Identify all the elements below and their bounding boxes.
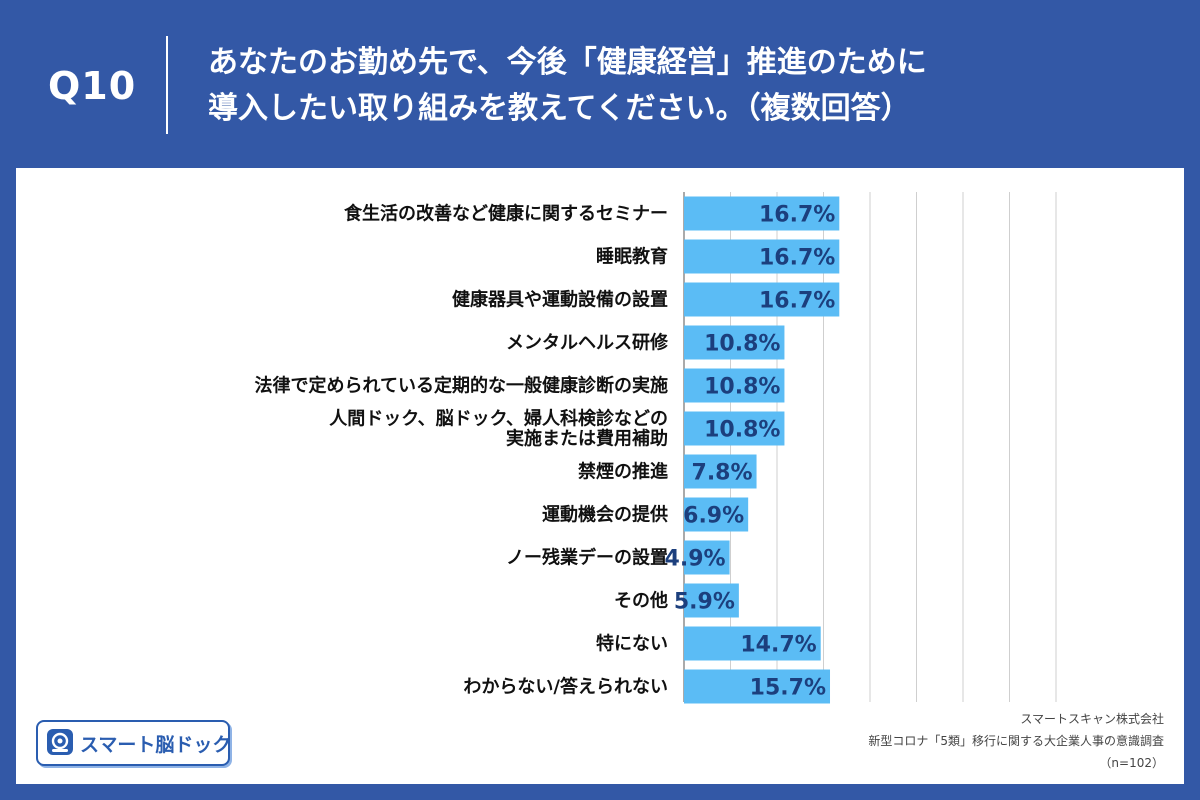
credit-company: スマートスキャン株式会社 bbox=[1020, 712, 1164, 726]
chart-panel: 16.7% 食生活の改善など健康に関するセミナー 16.7% 睡眠教育 16.7% 健康器… bbox=[16, 168, 1184, 784]
data-label: 5.9% bbox=[674, 590, 735, 615]
question-title-line2: 導入したい取り組みを教えてください。（複数回答） bbox=[208, 91, 911, 126]
question-title: あなたのお勤め先で、今後「健康経営」推進のために 導入したい取り組みを教えてくだ… bbox=[208, 40, 1168, 132]
category-label: 食生活の改善など健康に関するセミナー bbox=[343, 203, 668, 225]
category-label: 法律で定められている定期的な一般健康診断の実施 bbox=[255, 375, 668, 397]
category-label: ノー残業デーの設置 bbox=[506, 547, 668, 569]
category-label: 実施または費用補助 bbox=[506, 428, 668, 450]
data-label: 6.9% bbox=[683, 504, 744, 529]
data-label: 14.7% bbox=[740, 633, 816, 658]
header-divider bbox=[166, 36, 168, 134]
category-label: わからない/答えられない bbox=[463, 676, 668, 698]
data-label: 16.7% bbox=[759, 289, 835, 314]
bar bbox=[684, 540, 730, 575]
brand-logo: スマート脳ドック bbox=[36, 720, 232, 766]
category-label: その他 bbox=[614, 590, 668, 612]
question-number: Q10 bbox=[48, 64, 137, 108]
data-label: 16.7% bbox=[759, 246, 835, 271]
category-label: 睡眠教育 bbox=[596, 246, 668, 268]
logo-text: スマート脳ドック bbox=[80, 734, 232, 756]
category-label: 人間ドック、脳ドック、婦人科検診などの bbox=[329, 408, 668, 430]
category-label: 特にない bbox=[596, 633, 668, 655]
header: Q10 あなたのお勤め先で、今後「健康経営」推進のために 導入したい取り組みを教… bbox=[0, 0, 1200, 168]
bar bbox=[684, 454, 757, 489]
source-credits: スマートスキャン株式会社 新型コロナ「5類」移行に関する大企業人事の意識調査 （… bbox=[868, 708, 1164, 774]
data-label: 4.9% bbox=[665, 547, 726, 572]
bar bbox=[684, 411, 785, 446]
bar bbox=[684, 626, 821, 661]
bar bbox=[684, 497, 749, 532]
category-label: 禁煙の推進 bbox=[578, 461, 668, 483]
bar bbox=[684, 239, 840, 274]
bar bbox=[684, 669, 831, 704]
category-label: 健康器具や運動設備の設置 bbox=[452, 289, 668, 311]
data-label: 10.8% bbox=[704, 418, 780, 443]
category-label: メンタルヘルス研修 bbox=[506, 332, 669, 354]
data-label: 10.8% bbox=[704, 375, 780, 400]
data-label: 16.7% bbox=[759, 203, 835, 228]
credit-survey: 新型コロナ「5類」移行に関する大企業人事の意識調査 bbox=[868, 734, 1164, 748]
category-label: 運動機会の提供 bbox=[542, 504, 668, 526]
bar-chart: 16.7% 食生活の改善など健康に関するセミナー 16.7% 睡眠教育 16.7% 健康器… bbox=[255, 192, 1057, 704]
credit-sample: （n=102） bbox=[1099, 756, 1164, 770]
brain-scan-icon bbox=[47, 729, 73, 755]
bar bbox=[684, 583, 739, 618]
data-label: 7.8% bbox=[692, 461, 753, 486]
bar bbox=[684, 325, 785, 360]
bar bbox=[684, 282, 840, 317]
bar bbox=[684, 368, 785, 403]
data-label: 15.7% bbox=[750, 676, 826, 701]
bar bbox=[684, 196, 840, 231]
question-title-line1: あなたのお勤め先で、今後「健康経営」推進のために bbox=[208, 45, 927, 80]
data-label: 10.8% bbox=[704, 332, 780, 357]
